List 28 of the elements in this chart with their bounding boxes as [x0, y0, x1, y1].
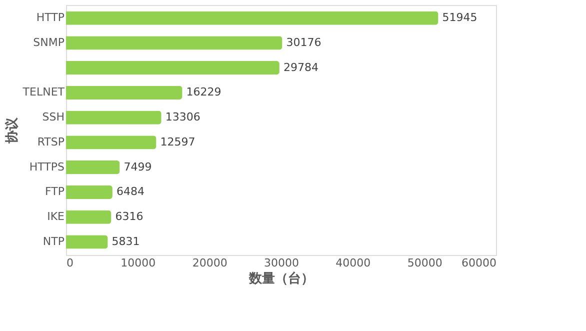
data-label: 6484: [116, 185, 144, 198]
x-tick-label: 30000: [264, 256, 299, 270]
y-axis-title: 协议: [4, 116, 20, 144]
data-label: 12597: [160, 135, 196, 148]
y-tick-label: SNMP: [33, 36, 65, 49]
data-label: 13306: [165, 110, 200, 124]
x-tick-label: 0: [66, 256, 74, 270]
y-tick-label: FTP: [45, 185, 65, 198]
x-tick-label: 40000: [336, 256, 371, 270]
x-tick-label: 20000: [192, 256, 228, 270]
data-label: 29784: [283, 60, 318, 74]
y-tick-label: IKE: [47, 210, 65, 224]
y-tick-label: HTTPS: [29, 160, 65, 174]
x-tick-label: 10000: [120, 256, 156, 270]
y-tick-label: SSH: [42, 110, 64, 124]
x-axis-title: 数量（台）: [248, 270, 314, 286]
x-tick-label: 50000: [407, 256, 442, 270]
y-tick-label: NTP: [42, 234, 65, 248]
y-tick-label: RTSP: [37, 135, 65, 148]
y-tick-label: TELNET: [22, 86, 65, 99]
data-label: 6316: [115, 210, 144, 224]
y-tick-label: HTTP: [36, 11, 65, 24]
x-tick-label: 60000: [462, 256, 496, 270]
data-label: 7499: [124, 160, 152, 174]
data-label: 51945: [442, 11, 478, 24]
data-label: 30176: [286, 36, 322, 49]
data-label: 5831: [112, 234, 140, 248]
data-label: 16229: [186, 86, 222, 99]
